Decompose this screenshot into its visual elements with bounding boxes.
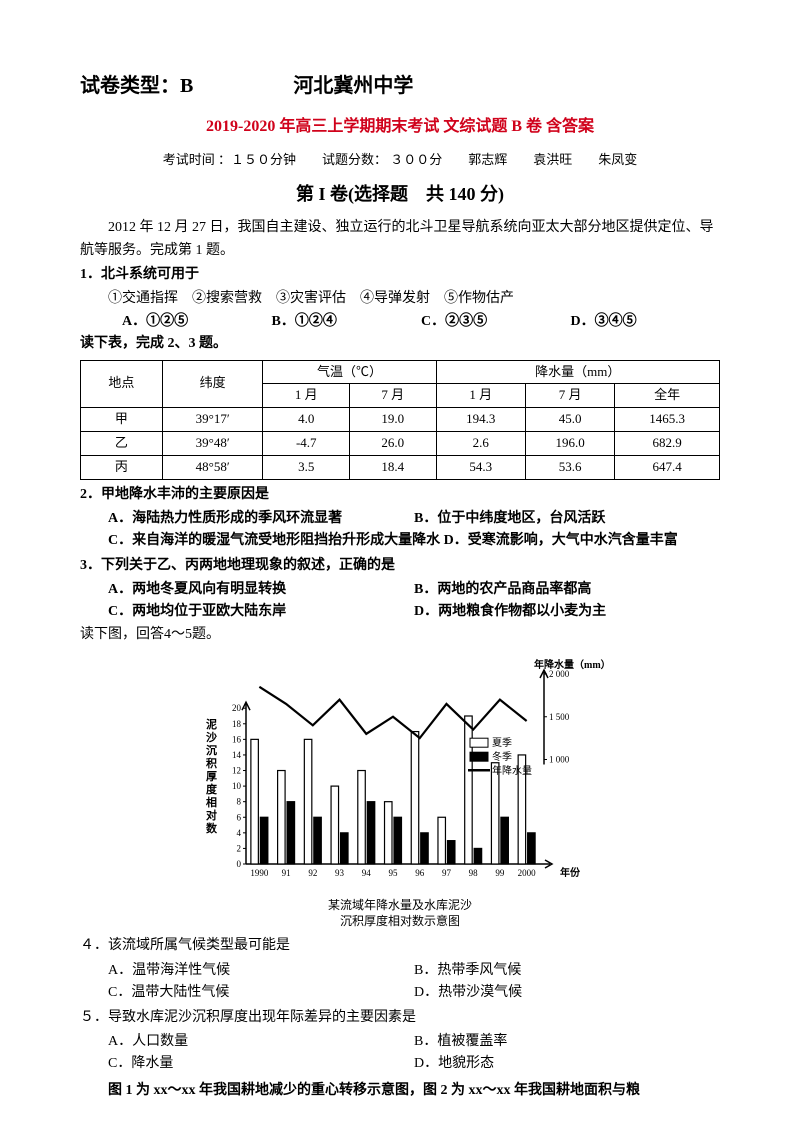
- svg-text:夏季: 夏季: [492, 737, 512, 749]
- q1-stem: 1．北斗系统可用于: [80, 264, 720, 286]
- q4-opt-b: B．热带季风气候: [414, 960, 720, 982]
- q2-opt-a: A．海陆热力性质形成的季风环流显著: [108, 508, 414, 530]
- table-row: 乙 39°48′ -4.7 26.0 2.6 196.0 682.9: [81, 431, 720, 455]
- svg-text:92: 92: [308, 868, 317, 878]
- svg-text:91: 91: [282, 868, 291, 878]
- q3-stem: 3．下列关于乙、丙两地地理现象的叙述，正确的是: [80, 555, 720, 577]
- chart-caption-l1: 某流域年降水量及水库泥沙: [80, 898, 720, 914]
- th-loc: 地点: [81, 360, 163, 408]
- svg-text:厚: 厚: [206, 770, 217, 783]
- svg-text:度: 度: [206, 782, 218, 796]
- q1-opt-b: B．①②④: [272, 311, 422, 333]
- q5-stem: ５．导致水库泥沙沉积厚度出现年际差异的主要因素是: [80, 1007, 720, 1029]
- svg-text:冬季: 冬季: [492, 750, 512, 763]
- q5-opt-c: C．降水量: [108, 1053, 414, 1075]
- sediment-chart: 0 2 4 6 8 10 12 14 16 18 20 泥沙沉积厚度相对数 1990 91 92 93 94 95…: [190, 654, 610, 894]
- svg-text:泥: 泥: [206, 718, 217, 731]
- pre-table-text: 读下表，完成 2、3 题。: [80, 333, 720, 355]
- table-row: 丙 48°58′ 3.5 18.4 54.3 53.6 647.4: [81, 455, 720, 479]
- svg-text:99: 99: [495, 868, 505, 878]
- th-p7: 7 月: [525, 384, 614, 408]
- chart-caption-l2: 沉积厚度相对数示意图: [80, 914, 720, 930]
- svg-text:18: 18: [232, 719, 242, 729]
- th-t7: 7 月: [349, 384, 436, 408]
- th-precip: 降水量（mm）: [436, 360, 719, 384]
- q2-stem: 2．甲地降水丰沛的主要原因是: [80, 484, 720, 506]
- q1-opt-c: C．②③⑤: [421, 311, 571, 333]
- th-t1: 1 月: [263, 384, 350, 408]
- intro-paragraph: 2012 年 12 月 27 日，我国自主建设、独立运行的北斗卫星导航系统向亚太…: [80, 217, 720, 262]
- svg-text:2: 2: [237, 844, 242, 854]
- q3-opt-b: B．两地的农产品商品率都高: [414, 579, 720, 601]
- q4-options: A．温带海洋性气候 B．热带季风气候 C．温带大陆性气候 D．热带沙漠气候: [80, 960, 720, 1005]
- climate-table: 地点 纬度 气温（℃） 降水量（mm） 1 月 7 月 1 月 7 月 全年 甲…: [80, 360, 720, 480]
- q2-opt-b: B．位于中纬度地区，台风活跃: [414, 508, 720, 530]
- svg-text:沙: 沙: [206, 731, 217, 744]
- svg-text:98: 98: [469, 868, 479, 878]
- svg-text:积: 积: [206, 756, 217, 770]
- q3-opt-d: D．两地粮食作物都以小麦为主: [414, 601, 720, 623]
- svg-text:10: 10: [232, 781, 242, 791]
- svg-text:沉: 沉: [206, 743, 217, 757]
- q3-opt-c: C．两地均位于亚欧大陆东岸: [108, 601, 414, 623]
- school-name: 河北冀州中学: [293, 70, 413, 102]
- svg-text:16: 16: [232, 735, 242, 745]
- svg-text:0: 0: [237, 859, 242, 869]
- footer-line: 图 1 为 xx～xx 年我国耕地减少的重心转移示意图，图 2 为 xx～xx …: [80, 1080, 720, 1102]
- q1-sub: ①交通指挥 ②搜索营救 ③灾害评估 ④导弹发射 ⑤作物估产: [80, 288, 720, 310]
- svg-text:95: 95: [389, 868, 399, 878]
- th-lat: 纬度: [162, 360, 263, 408]
- q5-opt-b: B．植被覆盖率: [414, 1031, 720, 1053]
- exam-info: 考试时间 ：１５０分钟 试题分数： ３００分 郭志辉 袁洪旺 朱凤变: [80, 150, 720, 171]
- svg-text:94: 94: [362, 868, 372, 878]
- svg-text:20: 20: [232, 703, 242, 713]
- table-head-row1: 地点 纬度 气温（℃） 降水量（mm）: [81, 360, 720, 384]
- svg-text:96: 96: [415, 868, 425, 878]
- svg-text:数: 数: [206, 821, 218, 835]
- q2-options: A．海陆热力性质形成的季风环流显著 B．位于中纬度地区，台风活跃 C．来自海洋的…: [80, 508, 720, 553]
- svg-text:相: 相: [206, 795, 217, 809]
- paper-type-label: 试卷类型：B: [80, 70, 193, 102]
- q5-opt-a: A．人口数量: [108, 1031, 414, 1053]
- q2-opt-c: C．来自海洋的暖湿气流受地形阻挡抬升形成大量降水: [108, 533, 440, 548]
- svg-text:年降水量（mm）: 年降水量（mm）: [534, 658, 610, 671]
- svg-text:6: 6: [237, 813, 242, 823]
- q4-opt-a: A．温带海洋性气候: [108, 960, 414, 982]
- q3-options: A．两地冬夏风向有明显转换 B．两地的农产品商品率都高 C．两地均位于亚欧大陆东…: [80, 579, 720, 624]
- svg-text:1990: 1990: [250, 868, 269, 878]
- red-title: 2019-2020 年高三上学期期末考试 文综试题 B 卷 含答案: [80, 114, 720, 140]
- th-p1: 1 月: [436, 384, 525, 408]
- svg-text:4: 4: [237, 828, 242, 838]
- svg-text:年份: 年份: [560, 866, 581, 879]
- svg-text:对: 对: [206, 808, 217, 822]
- q5-options: A．人口数量 B．植被覆盖率 C．降水量 D．地貌形态: [80, 1031, 720, 1076]
- q1-opt-a: A．①②⑤: [122, 311, 272, 333]
- q4-opt-d: D．热带沙漠气候: [414, 982, 720, 1004]
- svg-text:1 000: 1 000: [549, 755, 570, 765]
- th-temp: 气温（℃）: [263, 360, 436, 384]
- q1-options: A．①②⑤ B．①②④ C．②③⑤ D．③④⑤: [80, 311, 720, 333]
- chart-caption: 某流域年降水量及水库泥沙 沉积厚度相对数示意图: [80, 898, 720, 929]
- table-row: 甲 39°17′ 4.0 19.0 194.3 45.0 1465.3: [81, 408, 720, 432]
- q4-stem: ４．该流域所属气候类型最可能是: [80, 935, 720, 957]
- svg-text:1 500: 1 500: [549, 712, 570, 722]
- section-title: 第 I 卷(选择题 共 140 分): [80, 180, 720, 209]
- svg-text:97: 97: [442, 868, 452, 878]
- pre-chart-text: 读下图，回答4～5题。: [80, 624, 720, 646]
- q4-opt-c: C．温带大陆性气候: [108, 982, 414, 1004]
- svg-text:14: 14: [232, 750, 242, 760]
- q5-opt-d: D．地貌形态: [414, 1053, 720, 1075]
- q1-opt-d: D．③④⑤: [571, 311, 721, 333]
- svg-text:93: 93: [335, 868, 345, 878]
- q3-opt-a: A．两地冬夏风向有明显转换: [108, 579, 414, 601]
- svg-text:8: 8: [237, 797, 242, 807]
- q2-opt-d: D．受寒流影响，大气中水汽含量丰富: [444, 533, 678, 548]
- svg-text:12: 12: [232, 766, 241, 776]
- svg-text:年降水量: 年降水量: [492, 764, 532, 777]
- svg-text:2000: 2000: [518, 868, 537, 878]
- th-py: 全年: [615, 384, 720, 408]
